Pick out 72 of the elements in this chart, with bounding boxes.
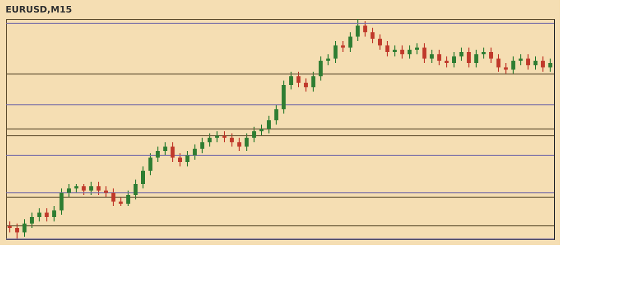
candlestick (8, 220, 12, 233)
candlestick (22, 218, 27, 238)
candlestick (504, 62, 508, 74)
candlestick (66, 184, 71, 198)
candlestick (44, 208, 49, 222)
candlestick (348, 32, 352, 52)
candlestick (540, 56, 545, 72)
candlestick (356, 18, 360, 42)
candlestick (52, 206, 56, 222)
candlestick (104, 186, 108, 198)
candlestick (340, 40, 345, 52)
candlestick (489, 47, 494, 64)
candlestick (215, 130, 220, 143)
candlestick (82, 184, 86, 196)
candlestick (134, 179, 138, 200)
candlestick (185, 150, 190, 167)
candlestick (334, 40, 338, 64)
candlestick (392, 44, 397, 57)
candlestick (363, 20, 368, 38)
candlestick (378, 34, 382, 50)
candlestick (466, 47, 471, 68)
candlestick (244, 132, 249, 152)
candlestick (422, 42, 426, 64)
candlestick (178, 152, 182, 167)
candlestick (30, 212, 34, 228)
candlestick (318, 56, 323, 82)
candlestick (141, 166, 145, 189)
candlestick (452, 52, 456, 68)
candlestick (548, 58, 552, 72)
candlestick (533, 56, 538, 70)
candlestick (415, 42, 419, 55)
chart-title: EURUSD,M15 (6, 6, 72, 16)
candlestick (482, 47, 486, 60)
candlestick (156, 146, 160, 162)
candlestick (274, 104, 278, 126)
candlestick (296, 71, 301, 88)
candlestick (148, 152, 152, 176)
candlestick (200, 137, 204, 154)
candlestick (170, 142, 175, 162)
candlestick (266, 115, 271, 134)
candlestick (96, 181, 101, 196)
candlestick (60, 188, 64, 216)
candlestick (311, 71, 316, 92)
candlestick (474, 49, 478, 68)
candlestick (326, 54, 330, 66)
candlestick (289, 71, 294, 90)
candlestick (163, 142, 168, 156)
candlestick (259, 124, 264, 136)
candlestick (252, 126, 256, 143)
candlestick (444, 56, 449, 68)
candlestick (89, 181, 94, 196)
candlestick (237, 137, 242, 152)
candlestick (459, 47, 464, 62)
candlestick (230, 132, 234, 148)
candlestick (408, 44, 412, 60)
candlestick (126, 190, 130, 206)
candlestick (37, 208, 42, 222)
candlestick (526, 54, 530, 70)
candlestick (437, 49, 442, 66)
candlestick (496, 54, 500, 72)
candlestick (208, 132, 212, 148)
candlestick (15, 223, 20, 240)
candlestick (385, 40, 390, 57)
candlestick (400, 44, 404, 60)
candlestick (304, 78, 308, 92)
candlestick (370, 27, 375, 44)
candlestick (511, 56, 516, 74)
candlestick (111, 188, 116, 206)
candlestick (518, 54, 523, 66)
candlestick (192, 144, 197, 160)
candlestick (222, 130, 226, 143)
candlestick (430, 49, 434, 64)
